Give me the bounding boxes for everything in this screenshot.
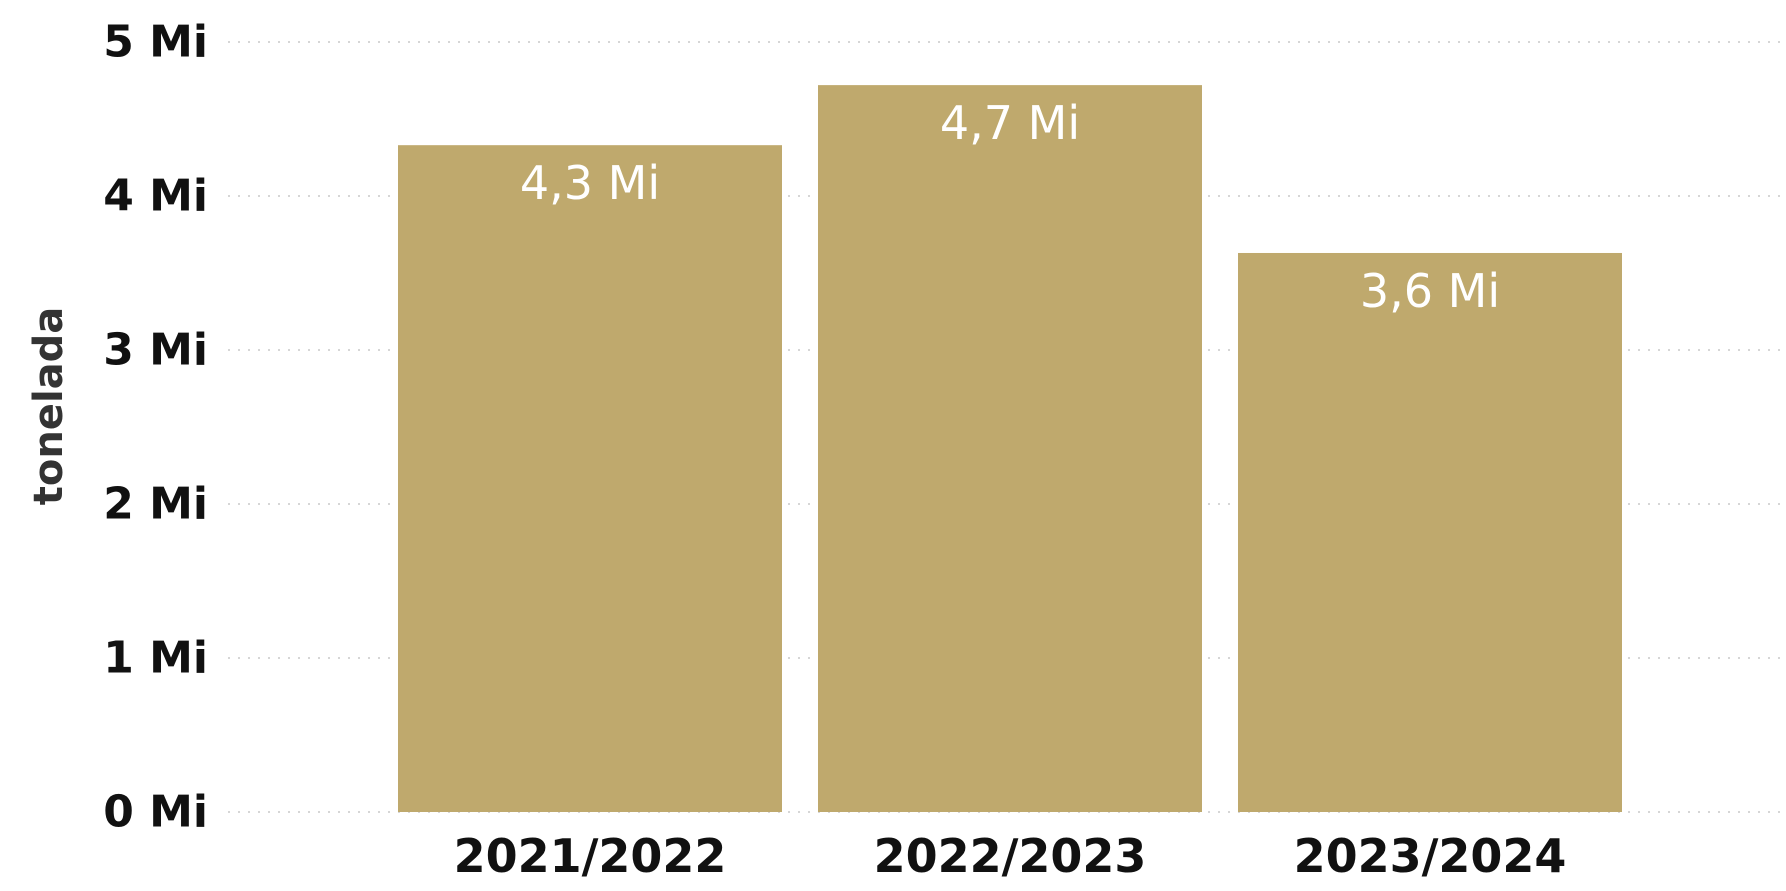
y-tick-label: 3 Mi [103, 325, 208, 376]
y-tick-label: 5 Mi [103, 17, 208, 68]
y-axis-title: tonelada [26, 307, 72, 506]
x-category-label: 2023/2024 [1294, 829, 1567, 883]
x-axis-categories: 2021/2022 2022/2023 2023/2024 [454, 829, 1567, 883]
data-label: 3,6 Mi [1360, 264, 1500, 318]
y-tick-label: 2 Mi [103, 479, 208, 530]
y-tick-label: 1 Mi [103, 633, 208, 684]
bars [398, 85, 1622, 813]
bar [398, 145, 782, 812]
bar [1238, 252, 1622, 813]
y-tick-label: 4 Mi [103, 171, 208, 222]
data-label: 4,7 Mi [940, 96, 1080, 150]
x-category-label: 2022/2023 [874, 829, 1147, 883]
y-tick-label: 0 Mi [103, 787, 208, 838]
bar [818, 85, 1202, 813]
data-label: 4,3 Mi [520, 156, 660, 210]
x-category-label: 2021/2022 [454, 829, 727, 883]
data-labels: 4,3 Mi 4,7 Mi 3,6 Mi [520, 96, 1500, 318]
y-axis-ticks: 0 Mi 1 Mi 2 Mi 3 Mi 4 Mi 5 Mi [103, 17, 208, 838]
